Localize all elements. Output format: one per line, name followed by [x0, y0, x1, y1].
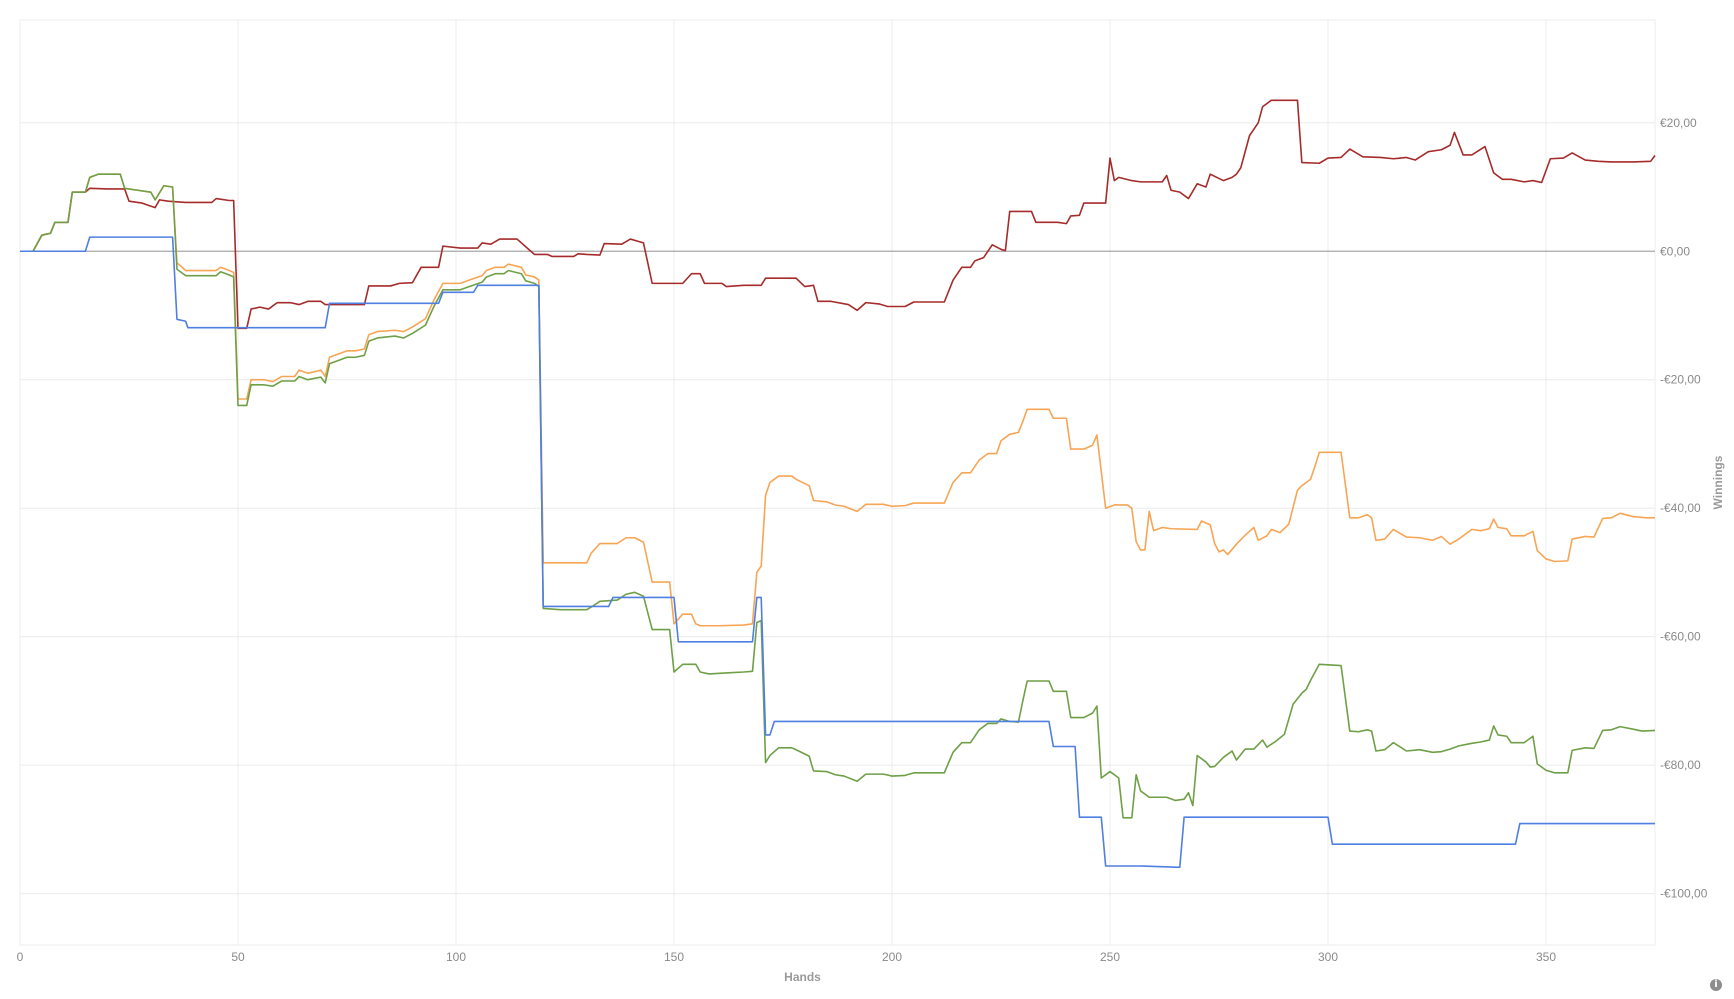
- x-tick-label: 150: [664, 950, 684, 964]
- series-line-3: [20, 173, 1656, 819]
- x-tick-label: 350: [1536, 950, 1556, 964]
- x-tick-label: 50: [231, 950, 245, 964]
- x-axis-title: Hands: [784, 970, 821, 984]
- y-tick-label: -€40,00: [1660, 501, 1701, 515]
- x-tick-label: 100: [446, 950, 466, 964]
- y-tick-label: -€80,00: [1660, 758, 1701, 772]
- x-tick-label: 200: [882, 950, 902, 964]
- series-line-1: [20, 99, 1656, 330]
- series-line-4: [20, 236, 1655, 869]
- x-tick-label: 250: [1100, 950, 1120, 964]
- x-tick-label: 300: [1318, 950, 1338, 964]
- y-tick-label: €0,00: [1660, 244, 1690, 258]
- x-tick-label: 0: [17, 950, 24, 964]
- y-tick-label: -€20,00: [1660, 373, 1701, 387]
- series-layer: [20, 99, 1656, 869]
- y-axis-ticks: €20,00 €0,00 -€20,00 -€40,00 -€60,00 -€80,00 -…: [1660, 116, 1708, 901]
- series-line-2: [20, 173, 1655, 627]
- y-axis-title: Winnings: [1711, 455, 1725, 509]
- x-axis-ticks: 0 50 100 150 200 250 300 350: [17, 950, 1557, 964]
- info-icon[interactable]: i: [1710, 979, 1722, 991]
- y-tick-label: -€60,00: [1660, 630, 1701, 644]
- y-tick-label: €20,00: [1660, 116, 1697, 130]
- y-tick-label: -€100,00: [1660, 887, 1708, 901]
